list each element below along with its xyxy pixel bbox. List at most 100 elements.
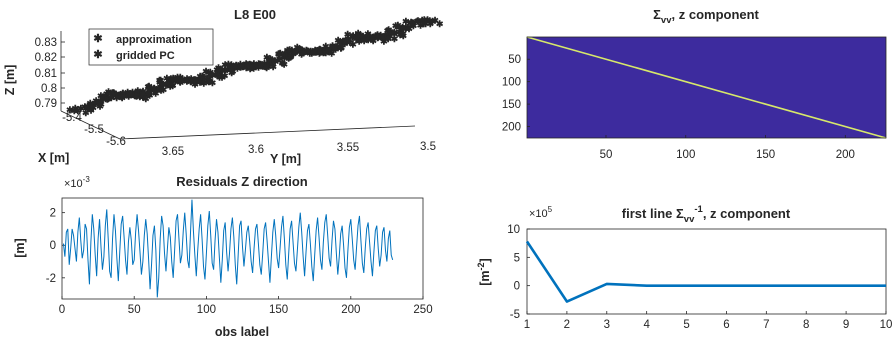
scatter3d-point-approximation: ✱ xyxy=(215,65,223,75)
scatter3d-point-approximation: ✱ xyxy=(139,87,147,97)
scatter3d-point-gridded: ✱ xyxy=(174,73,182,83)
scatter3d-point-gridded: ✱ xyxy=(196,75,204,85)
scatter3d-point-gridded: ✱ xyxy=(326,45,334,55)
scatter3d-point-gridded: ✱ xyxy=(123,90,131,100)
scatter3d-point-gridded: ✱ xyxy=(204,76,212,86)
legend-gridded-label: gridded PC xyxy=(116,50,175,62)
scatter3d-point-approximation: ✱ xyxy=(271,57,279,67)
first-line-plot: first line Σvv-1, z component ×105 1 2 3 4 5… xyxy=(476,204,892,331)
scatter3d-point-approximation: ✱ xyxy=(146,88,154,98)
scatter3d-point-approximation: ✱ xyxy=(166,82,174,92)
scatter3d-point-approximation: ✱ xyxy=(343,36,351,46)
scatter3d-point-gridded: ✱ xyxy=(177,73,185,83)
first-line-y-tick-label: 10 xyxy=(507,224,520,236)
scatter3d-point-approximation: ✱ xyxy=(218,72,226,82)
scatter3d-point-approximation: ✱ xyxy=(309,47,317,57)
residuals-x-tick-label: 200 xyxy=(341,304,360,316)
first-line-axes-box xyxy=(526,228,887,315)
scatter3d-point-approximation: ✱ xyxy=(289,49,297,59)
scatter3d-point-gridded: ✱ xyxy=(216,69,224,79)
scatter3d-point-approximation: ✱ xyxy=(221,66,229,76)
scatter3d-point-approximation: ✱ xyxy=(368,35,376,45)
scatter3d-point-gridded: ✱ xyxy=(386,31,394,41)
scatter3d-zlabel: Z [m] xyxy=(3,65,17,96)
first-line-x-tick-label: 6 xyxy=(723,319,729,331)
scatter3d-point-gridded: ✱ xyxy=(399,22,407,32)
scatter3d-point-gridded: ✱ xyxy=(394,20,402,30)
scatter3d-point-approximation: ✱ xyxy=(139,93,147,103)
scatter3d-point-approximation: ✱ xyxy=(255,63,263,73)
scatter3d-point-approximation: ✱ xyxy=(155,84,163,94)
scatter3d-point-gridded: ✱ xyxy=(125,90,133,100)
first-line-x-tick-label: 2 xyxy=(564,319,570,331)
scatter3d-y-tick-label: 3.6 xyxy=(248,144,264,156)
scatter3d-point-approximation: ✱ xyxy=(368,32,376,42)
scatter3d-point-gridded: ✱ xyxy=(84,102,92,112)
scatter3d-point-gridded: ✱ xyxy=(311,46,319,56)
first-line-x-tick-label: 8 xyxy=(803,319,809,331)
scatter3d-point-approximation: ✱ xyxy=(117,91,125,101)
scatter3d-point-gridded: ✱ xyxy=(317,45,325,55)
scatter3d-point-gridded: ✱ xyxy=(281,49,289,59)
scatter3d-point-approximation: ✱ xyxy=(391,34,399,44)
scatter3d-point-approximation: ✱ xyxy=(262,62,270,72)
scatter3d-point-approximation: ✱ xyxy=(380,32,388,42)
scatter3d-point-approximation: ✱ xyxy=(71,106,79,116)
scatter3d-point-approximation: ✱ xyxy=(280,60,288,70)
first-line-exponent: ×105 xyxy=(529,205,553,220)
scatter3d-point-approximation: ✱ xyxy=(176,77,184,87)
scatter3d-point-approximation: ✱ xyxy=(127,89,135,99)
scatter3d-point-gridded: ✱ xyxy=(381,32,389,42)
first-line-x-tick-label: 9 xyxy=(843,319,849,331)
scatter3d-point-approximation: ✱ xyxy=(188,76,196,86)
scatter3d-point-gridded: ✱ xyxy=(329,41,337,51)
scatter3d-point-approximation: ✱ xyxy=(230,63,238,73)
heatmap-title: Σvv, z component xyxy=(653,7,759,26)
scatter3d-point-approximation: ✱ xyxy=(298,48,306,58)
scatter3d-point-gridded: ✱ xyxy=(97,91,105,101)
scatter3d-plot: L8 E00 0.79 0.8 0.81 0.82 0.83 -5.4-5.5-5.6 3.… xyxy=(3,7,444,166)
scatter3d-point-approximation: ✱ xyxy=(322,46,330,56)
scatter3d-point-gridded: ✱ xyxy=(198,72,206,82)
scatter3d-point-gridded: ✱ xyxy=(92,96,100,106)
scatter3d-x-tick-label: -5.4 xyxy=(62,112,82,124)
scatter3d-point-gridded: ✱ xyxy=(107,93,115,103)
scatter3d-point-approximation: ✱ xyxy=(405,24,413,34)
scatter3d-point-approximation: ✱ xyxy=(287,52,295,62)
scatter3d-point-gridded: ✱ xyxy=(409,18,417,28)
scatter3d-point-gridded: ✱ xyxy=(288,45,296,55)
scatter3d-point-gridded: ✱ xyxy=(285,51,293,61)
scatter3d-point-gridded: ✱ xyxy=(72,104,80,114)
scatter3d-point-gridded: ✱ xyxy=(357,33,365,43)
scatter3d-point-approximation: ✱ xyxy=(142,94,150,104)
scatter3d-point-gridded: ✱ xyxy=(97,97,105,107)
scatter3d-point-gridded: ✱ xyxy=(192,75,200,85)
heatmap-x-tick-label: 150 xyxy=(756,149,775,161)
scatter3d-point-gridded: ✱ xyxy=(183,74,191,84)
scatter3d-point-gridded: ✱ xyxy=(103,89,111,99)
scatter3d-point-gridded: ✱ xyxy=(329,42,337,52)
scatter3d-point-approximation: ✱ xyxy=(118,93,126,103)
scatter3d-point-gridded: ✱ xyxy=(172,75,180,85)
scatter3d-point-approximation: ✱ xyxy=(404,22,412,32)
scatter3d-point-gridded: ✱ xyxy=(196,71,204,81)
scatter3d-point-approximation: ✱ xyxy=(359,31,367,41)
scatter3d-point-gridded: ✱ xyxy=(237,60,245,70)
scatter3d-point-approximation: ✱ xyxy=(176,76,184,86)
scatter3d-point-gridded: ✱ xyxy=(334,41,342,51)
scatter3d-point-gridded: ✱ xyxy=(315,46,323,56)
scatter3d-point-approximation: ✱ xyxy=(232,61,240,71)
scatter3d-point-gridded: ✱ xyxy=(145,83,153,93)
scatter3d-y-tick-label: 3.55 xyxy=(337,142,359,154)
scatter3d-point-gridded: ✱ xyxy=(144,90,152,100)
scatter3d-point-approximation: ✱ xyxy=(429,16,437,26)
scatter3d-point-approximation: ✱ xyxy=(140,89,148,99)
scatter3d-point-gridded: ✱ xyxy=(390,29,398,39)
scatter3d-point-approximation: ✱ xyxy=(129,90,137,100)
first-line-ylabel: [m-2] xyxy=(476,258,492,285)
scatter3d-point-gridded: ✱ xyxy=(311,47,319,57)
scatter3d-point-approximation: ✱ xyxy=(109,88,117,98)
residuals-exponent: ×10-3 xyxy=(64,175,90,190)
scatter3d-point-gridded: ✱ xyxy=(282,50,290,60)
scatter3d-point-approximation: ✱ xyxy=(87,106,95,116)
